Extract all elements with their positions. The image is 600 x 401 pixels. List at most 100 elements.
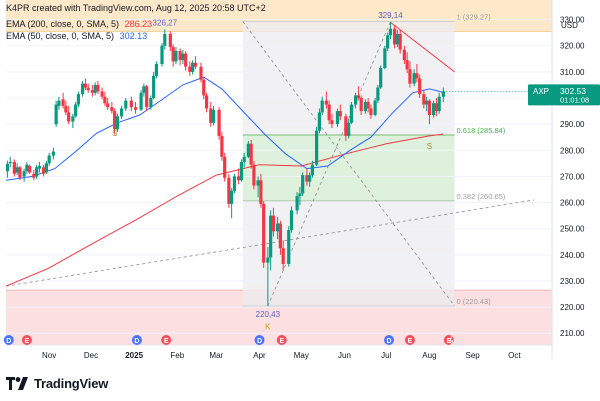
x-tick-label: Apr [253, 351, 266, 360]
x-tick-label: May [294, 351, 309, 360]
candle-body [160, 45, 164, 65]
candle-body [252, 164, 256, 186]
candle-body [35, 167, 39, 177]
candle-body [193, 62, 198, 67]
candle-body [191, 62, 195, 72]
ema50-value: 302.13 [119, 31, 148, 41]
candle-body [298, 193, 302, 197]
event-marker-earnings [404, 335, 415, 345]
candle-body [163, 33, 167, 46]
candle-body [18, 167, 22, 178]
candle-body [209, 108, 213, 123]
candle-body [249, 143, 253, 165]
candle-body [437, 96, 441, 112]
ema200-legend[interactable]: EMA (200, close, 0, SMA, 5) 286.23 [6, 19, 152, 29]
event-marker-dividend [131, 335, 142, 345]
candle-body [271, 215, 276, 232]
candle-body [432, 103, 436, 115]
candle-body [152, 75, 156, 99]
candle-body [51, 151, 55, 156]
currency-label: USD [561, 21, 578, 30]
price-tag-value: 302.53 [560, 86, 586, 96]
event-marker-earnings [21, 335, 32, 345]
candle-body [356, 95, 360, 99]
event-marker-dividend [3, 335, 14, 345]
candle-body [181, 53, 185, 61]
candle-body [330, 120, 334, 125]
candle-body [133, 107, 138, 110]
candle-body [83, 83, 87, 88]
candle-body [324, 100, 328, 105]
swing-annotation: K [265, 322, 271, 331]
candle-body [427, 100, 432, 115]
candle-body [42, 167, 46, 174]
candle-body [142, 86, 146, 93]
candle-body [276, 223, 280, 232]
candle-body [246, 143, 250, 157]
candle-body [369, 108, 373, 115]
tradingview-logo-text: TradingView [34, 376, 109, 391]
candle-body [188, 66, 192, 72]
candle-body [47, 155, 51, 164]
candle-body [103, 96, 107, 104]
candle-body [366, 101, 370, 109]
candle-body [315, 130, 319, 165]
candle-body [289, 210, 294, 230]
event-marker-letter: E [408, 338, 413, 345]
candle-body [211, 109, 216, 123]
candle-body [184, 53, 188, 67]
ema200-value: 286.23 [124, 19, 153, 29]
x-tick-label: Sep [465, 351, 480, 360]
candle-body [317, 112, 321, 131]
swing-annotation: S [112, 129, 117, 138]
candle-body [74, 104, 78, 117]
zone-fib-zone [242, 135, 455, 201]
y-tick-label: 240.00 [560, 251, 585, 260]
candle-body [347, 122, 351, 136]
candle-body [434, 103, 438, 112]
candle-body [6, 163, 9, 172]
candle-body [393, 28, 397, 45]
candle-body [54, 104, 58, 125]
y-tick-label: 230.00 [560, 277, 585, 286]
candle-body [106, 103, 110, 108]
candle-body [12, 162, 16, 174]
event-marker-letter: D [134, 338, 139, 345]
y-tick-label: 260.00 [560, 199, 585, 208]
candle-body [359, 98, 363, 112]
candle-body [278, 223, 282, 249]
x-tick-label: 2025 [125, 351, 143, 360]
candle-body [81, 83, 85, 95]
candle-body [227, 177, 231, 204]
candle-body [168, 33, 172, 48]
candle-body [28, 165, 32, 173]
tradingview-branding[interactable]: TradingView [6, 376, 108, 391]
candle-body [100, 91, 104, 97]
candle-body [71, 116, 75, 122]
candle-body [269, 215, 273, 258]
plot-area [6, 0, 552, 345]
candle-body [349, 104, 354, 123]
candle-body [295, 196, 299, 211]
ema50-legend[interactable]: EMA (50, close, 0, SMA, 5) 302.13 [6, 31, 147, 41]
candle-body [354, 95, 358, 105]
y-tick-label: 320.00 [560, 42, 585, 51]
candle-body [373, 100, 377, 115]
x-tick-label: Jun [338, 351, 351, 360]
chart-caption: K4PR created with TradingView.com, Aug 1… [6, 3, 266, 13]
event-marker-letter: E [25, 338, 30, 345]
x-tick-label: Mar [209, 351, 223, 360]
event-marker-letter: D [6, 338, 11, 345]
x-tick-label: Aug [422, 351, 436, 360]
price-extreme-label: 329,14 [378, 11, 403, 20]
candle-body [308, 175, 312, 182]
candle-body [15, 167, 19, 173]
candle-body [395, 33, 399, 45]
fib-level-label: 0.382 (260.65) [457, 192, 506, 201]
candle-body [220, 135, 224, 157]
candle-body [139, 92, 143, 110]
candle-body [335, 111, 340, 125]
event-marker-dividend [384, 335, 395, 345]
